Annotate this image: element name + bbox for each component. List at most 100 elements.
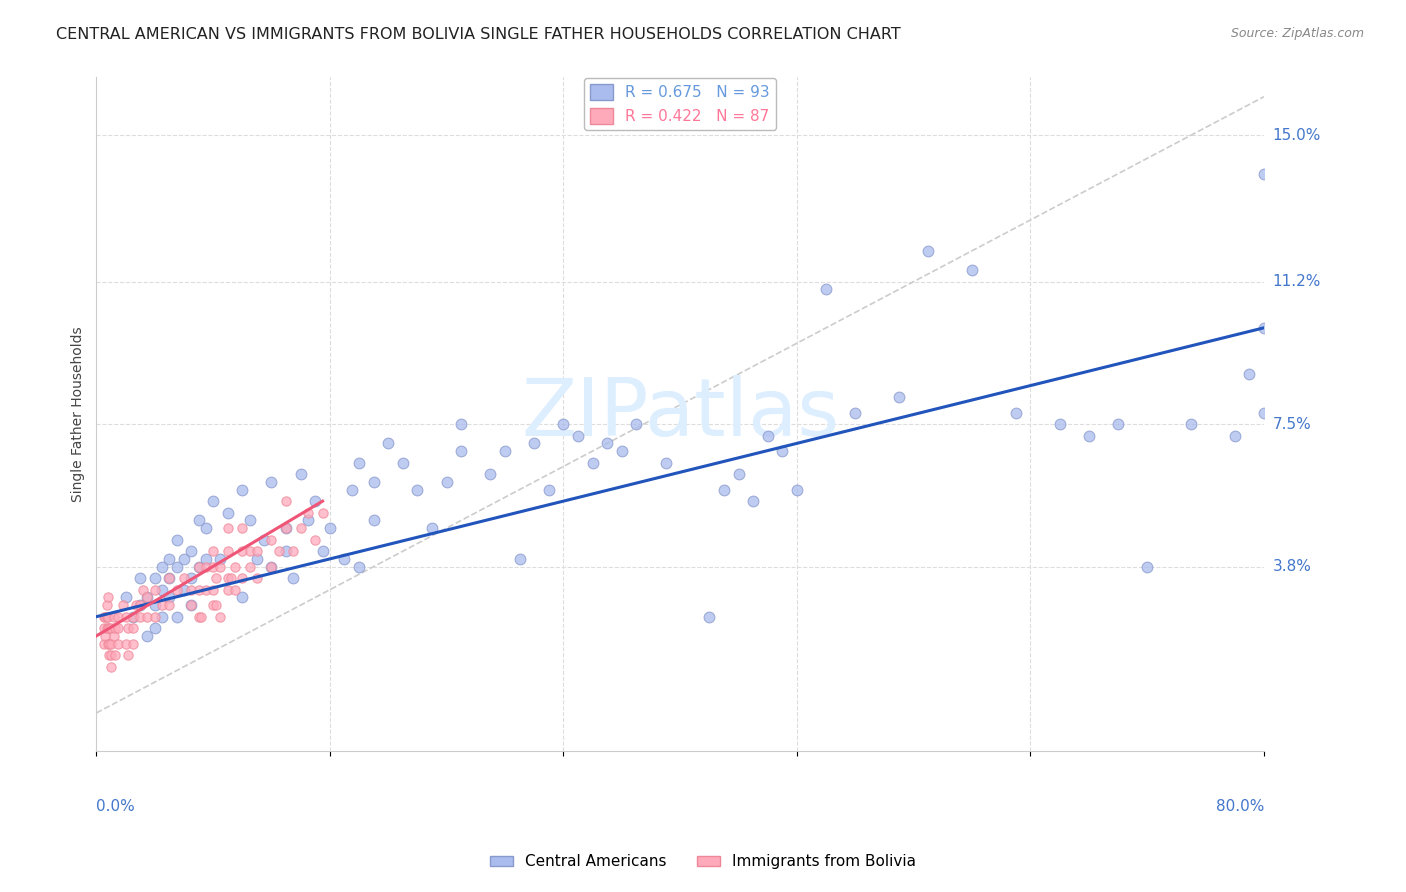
Text: 15.0%: 15.0%	[1272, 128, 1320, 143]
Point	[626, 417, 648, 431]
Point	[96, 598, 118, 612]
Point	[253, 533, 276, 547]
Point	[98, 648, 121, 663]
Point	[202, 582, 225, 597]
Point	[96, 621, 118, 635]
Text: Source: ZipAtlas.com: Source: ZipAtlas.com	[1230, 27, 1364, 40]
Point	[209, 609, 232, 624]
Point	[224, 559, 246, 574]
Point	[1077, 428, 1099, 442]
Point	[246, 571, 269, 585]
Point	[93, 637, 115, 651]
Point	[239, 513, 262, 527]
Point	[727, 467, 749, 482]
Point	[166, 559, 188, 574]
Point	[844, 405, 866, 419]
Point	[157, 571, 180, 585]
Point	[815, 282, 838, 296]
Point	[129, 609, 152, 624]
Point	[187, 609, 209, 624]
Point	[150, 559, 173, 574]
Point	[786, 483, 808, 497]
Point	[107, 621, 129, 635]
Point	[610, 444, 633, 458]
Point	[125, 598, 148, 612]
Point	[180, 571, 202, 585]
Point	[283, 571, 305, 585]
Point	[129, 598, 152, 612]
Point	[347, 559, 370, 574]
Point	[136, 629, 159, 643]
Point	[121, 637, 143, 651]
Point	[166, 533, 188, 547]
Point	[340, 483, 363, 497]
Point	[267, 544, 290, 558]
Point	[1005, 405, 1028, 419]
Point	[136, 609, 159, 624]
Point	[523, 436, 546, 450]
Point	[246, 544, 269, 558]
Point	[260, 475, 283, 489]
Text: 11.2%: 11.2%	[1272, 274, 1320, 289]
Point	[209, 552, 232, 566]
Point	[246, 552, 269, 566]
Point	[100, 621, 122, 635]
Point	[194, 521, 217, 535]
Point	[121, 609, 143, 624]
Point	[121, 621, 143, 635]
Point	[553, 417, 575, 431]
Text: 7.5%: 7.5%	[1272, 417, 1310, 432]
Point	[150, 582, 173, 597]
Point	[917, 244, 939, 258]
Point	[260, 559, 283, 574]
Point	[202, 544, 225, 558]
Point	[111, 598, 134, 612]
Point	[274, 521, 297, 535]
Point	[194, 559, 217, 574]
Legend: R = 0.675   N = 93, R = 0.422   N = 87: R = 0.675 N = 93, R = 0.422 N = 87	[583, 78, 776, 130]
Point	[173, 571, 195, 585]
Point	[537, 483, 560, 497]
Point	[581, 456, 603, 470]
Text: 3.8%: 3.8%	[1272, 559, 1312, 574]
Point	[770, 444, 793, 458]
Point	[143, 571, 166, 585]
Point	[1049, 417, 1071, 431]
Point	[217, 582, 239, 597]
Point	[150, 609, 173, 624]
Point	[100, 648, 122, 663]
Point	[143, 609, 166, 624]
Point	[194, 582, 217, 597]
Point	[217, 571, 239, 585]
Point	[494, 444, 516, 458]
Point	[103, 609, 125, 624]
Point	[311, 506, 333, 520]
Point	[205, 571, 228, 585]
Point	[150, 598, 173, 612]
Point	[180, 544, 202, 558]
Point	[304, 533, 326, 547]
Y-axis label: Single Father Households: Single Father Households	[72, 326, 86, 502]
Point	[114, 637, 136, 651]
Point	[180, 598, 202, 612]
Point	[450, 417, 472, 431]
Point	[187, 513, 209, 527]
Point	[97, 609, 120, 624]
Point	[713, 483, 735, 497]
Point	[166, 582, 188, 597]
Point	[136, 591, 159, 605]
Point	[377, 436, 399, 450]
Text: ZIPatlas: ZIPatlas	[522, 376, 839, 453]
Point	[129, 598, 152, 612]
Point	[187, 559, 209, 574]
Point	[596, 436, 619, 450]
Point	[97, 621, 120, 635]
Point	[319, 521, 342, 535]
Point	[231, 521, 253, 535]
Point	[1223, 428, 1246, 442]
Point	[231, 483, 253, 497]
Point	[742, 494, 765, 508]
Text: CENTRAL AMERICAN VS IMMIGRANTS FROM BOLIVIA SINGLE FATHER HOUSEHOLDS CORRELATION: CENTRAL AMERICAN VS IMMIGRANTS FROM BOLI…	[56, 27, 901, 42]
Point	[217, 521, 239, 535]
Point	[187, 559, 209, 574]
